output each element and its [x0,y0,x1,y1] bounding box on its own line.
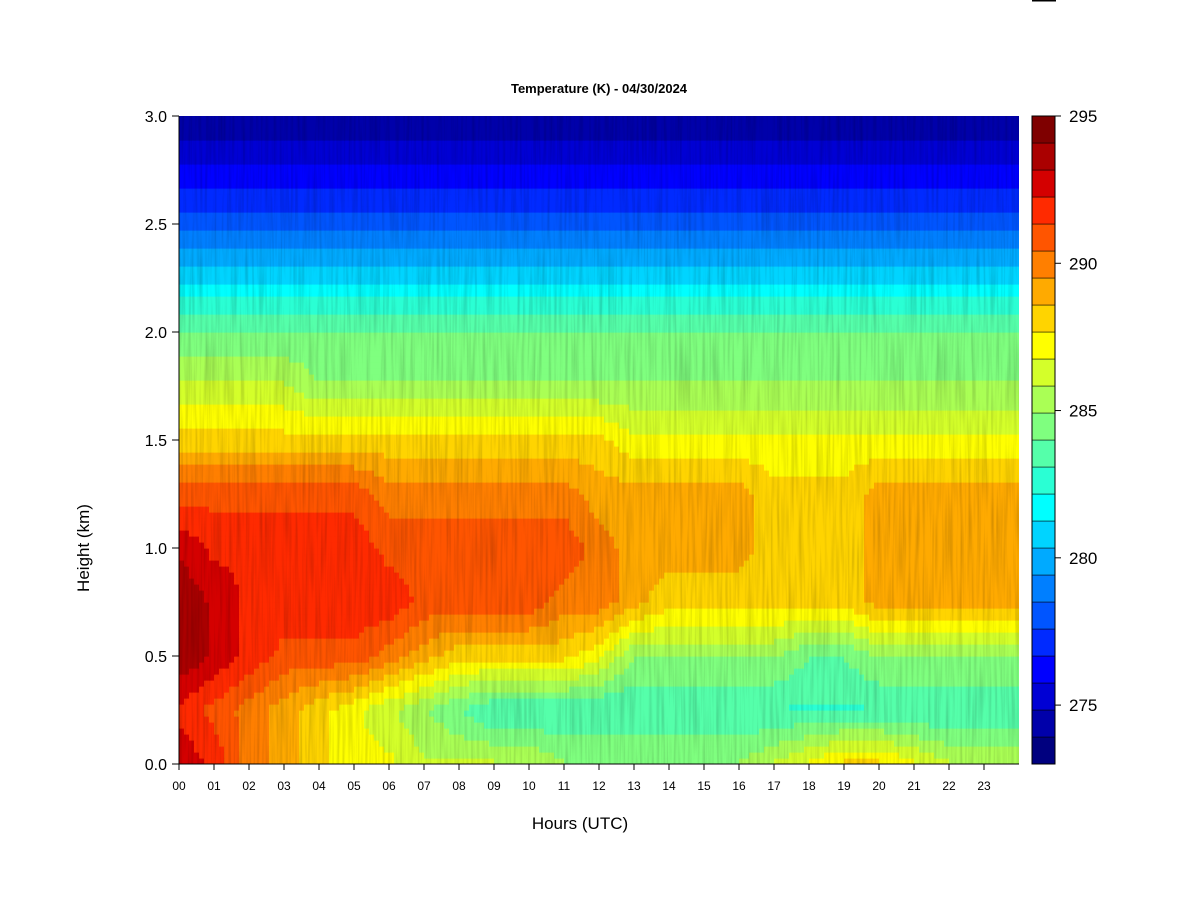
chart-title: Temperature (K) - 04/30/2024 [511,81,688,96]
